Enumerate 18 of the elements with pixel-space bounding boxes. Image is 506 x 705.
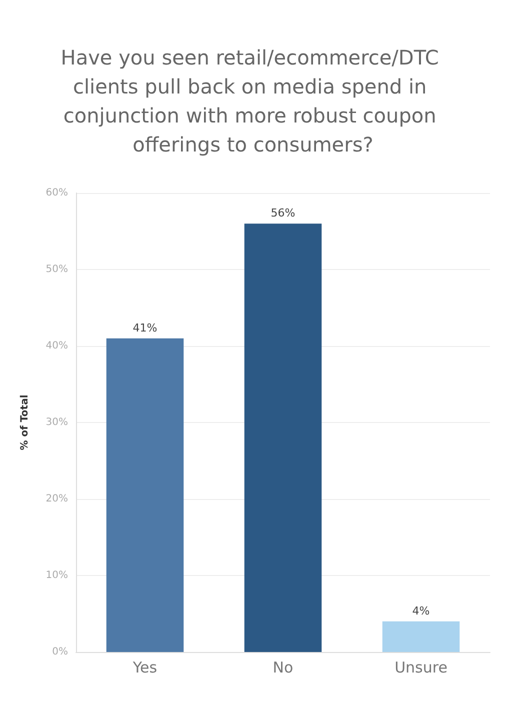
y-tick-label: 0% (52, 646, 68, 658)
chart-title: Have you seen retail/ecommerce/DTC clients pull back on media spend in conjunction with more robust coupon offerings to consumers? (60, 46, 446, 156)
bar (106, 338, 184, 652)
y-tick-label: 40% (46, 340, 68, 352)
y-tick-label: 50% (46, 264, 68, 275)
y-tick-label: 10% (46, 570, 68, 581)
y-tick-label: 30% (46, 417, 68, 428)
y-tick-label: 60% (46, 188, 68, 198)
data-label: 4% (412, 604, 430, 618)
y-axis-title: % of Total (20, 394, 30, 450)
y-tick-label: 20% (46, 494, 68, 504)
bar (382, 621, 460, 652)
data-label: 41% (132, 321, 158, 334)
x-tick-label: No (272, 658, 294, 676)
x-tick-label: Yes (132, 658, 158, 676)
bar (244, 224, 322, 652)
x-tick-label: Unsure (394, 658, 448, 676)
data-label: 56% (270, 206, 296, 220)
